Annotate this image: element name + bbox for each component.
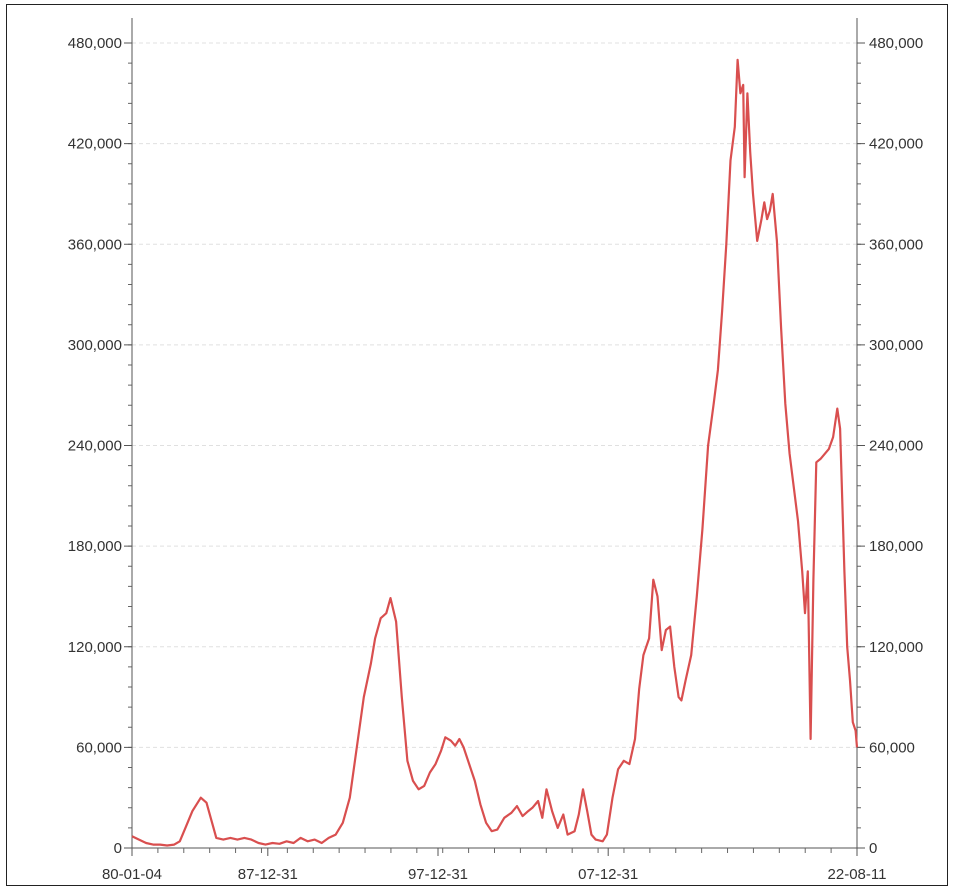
y-right-tick-label: 360,000 (869, 236, 923, 253)
x-tick-label: 87-12-31 (238, 866, 298, 883)
y-tick-label: 120,000 (68, 639, 122, 656)
y-tick-label: 60,000 (76, 739, 122, 756)
y-tick-label: 480,000 (68, 35, 122, 52)
y-tick-label: 0 (114, 840, 122, 857)
y-right-tick-label: 300,000 (869, 337, 923, 354)
y-right-tick-label: 60,000 (869, 739, 915, 756)
y-tick-label: 180,000 (68, 538, 122, 555)
x-tick-label: 22-08-11 (828, 866, 887, 883)
y-tick-label: 240,000 (68, 438, 122, 455)
y-tick-label: 420,000 (68, 136, 122, 153)
series-line (131, 58, 859, 847)
y-right-tick-label: 420,000 (869, 136, 923, 153)
y-right-tick-label: 180,000 (869, 538, 923, 555)
y-tick-label: 300,000 (68, 337, 122, 354)
y-right-tick-label: 120,000 (869, 639, 923, 656)
y-tick-label: 360,000 (68, 236, 122, 253)
x-tick-label: 97-12-31 (408, 866, 468, 883)
x-tick-label: 07-12-31 (578, 866, 638, 883)
y-right-tick-label: 240,000 (869, 438, 923, 455)
x-tick-label: 80-01-04 (102, 866, 162, 883)
y-right-tick-label: 0 (869, 840, 877, 857)
y-right-tick-label: 480,000 (869, 35, 923, 52)
